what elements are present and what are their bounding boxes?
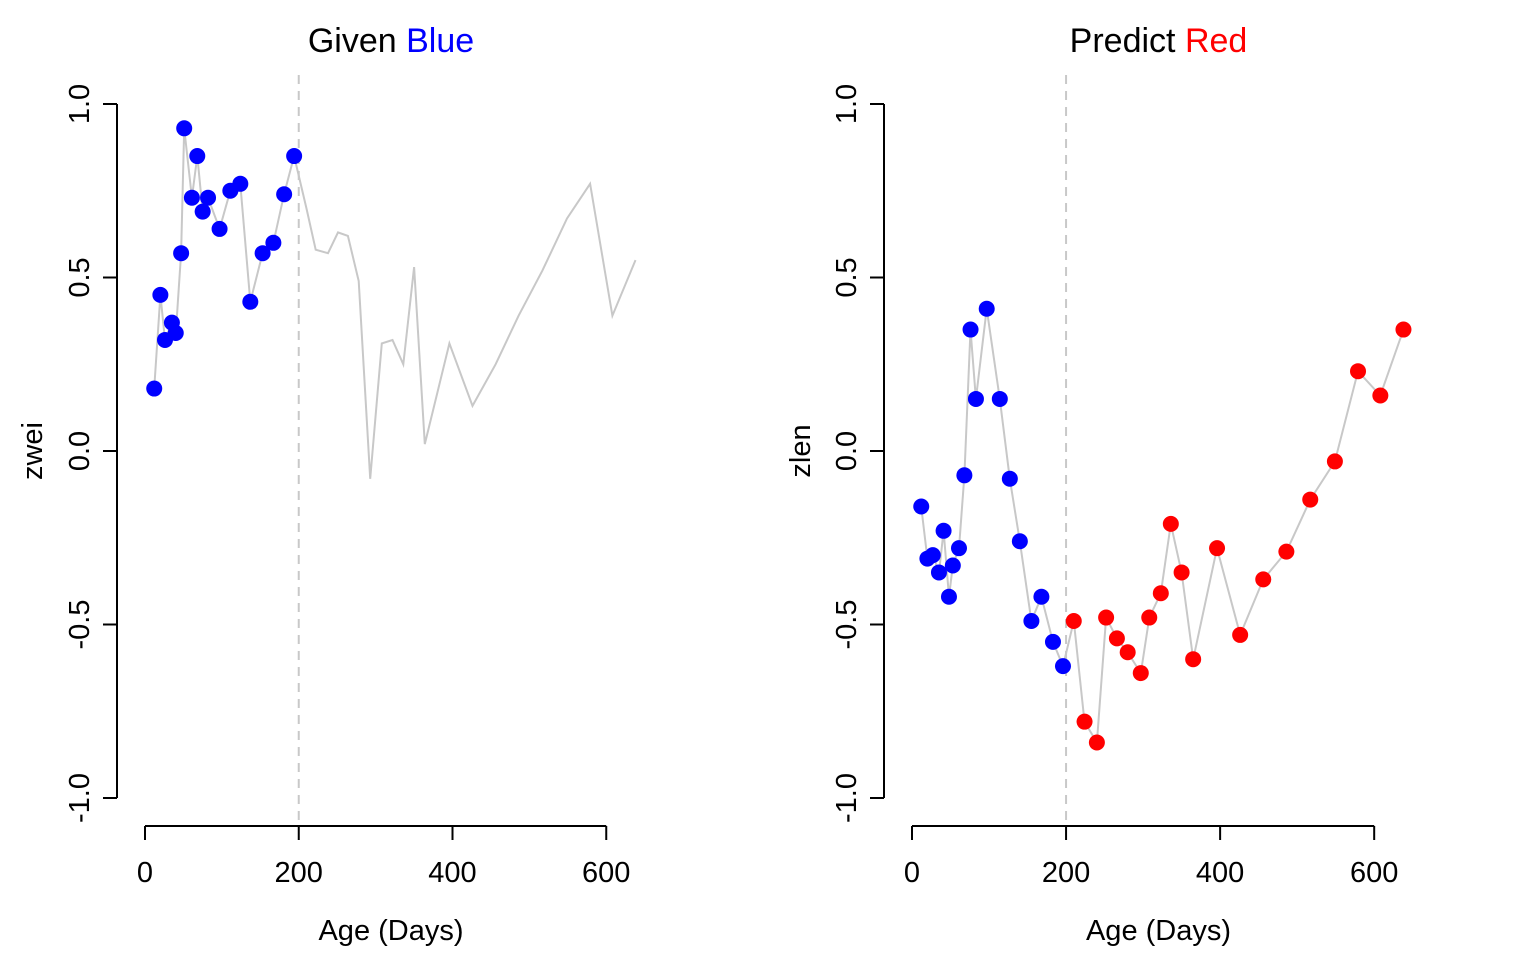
chart-title: Given Blue (308, 22, 474, 60)
predicted-point (1232, 626, 1249, 643)
observed-point (254, 245, 271, 262)
x-tick-label: 600 (1350, 857, 1398, 889)
observed-point (189, 148, 206, 165)
observed-point (1044, 633, 1061, 650)
predicted-point (1132, 665, 1149, 682)
y-tick-label: 0.0 (64, 431, 96, 471)
y-tick-label: 0.5 (64, 257, 96, 297)
observed-point (183, 189, 200, 206)
observed-point (991, 390, 1008, 407)
observed-point (913, 498, 930, 515)
panel-predict-red: Predict Red Age (Days) zlen 0 200 400 600 -1… (785, 22, 1412, 947)
observed-point (956, 467, 973, 484)
observed-point (1033, 588, 1050, 605)
predicted-point (1395, 321, 1412, 338)
predicted-point (1162, 515, 1179, 532)
predicted-point (1350, 363, 1367, 380)
observed-point (211, 220, 228, 237)
predicted-point (1209, 540, 1226, 557)
predicted-point (1141, 609, 1158, 626)
observed-point (200, 189, 217, 206)
title-part-2: Red (1185, 22, 1247, 60)
predicted-point (1372, 387, 1389, 404)
observed-point (1054, 658, 1071, 675)
chart-title: Predict Red (1070, 22, 1248, 60)
observed-point (286, 148, 303, 165)
observed-point (924, 547, 941, 564)
x-axis-label: Age (Days) (318, 915, 463, 947)
x-tick-label: 200 (1042, 857, 1090, 889)
y-tick-label: 0.5 (831, 257, 863, 297)
predicted-point (1098, 609, 1115, 626)
predicted-point (1302, 491, 1319, 508)
x-tick-label: 400 (428, 857, 476, 889)
predicted-point (1326, 453, 1343, 470)
y-tick-label: 0.0 (831, 431, 863, 471)
observed-point (194, 203, 211, 220)
x-tick-label: 200 (275, 857, 323, 889)
observed-point (146, 380, 163, 397)
y-tick-label: -0.5 (831, 600, 863, 650)
predicted-point (1278, 543, 1295, 560)
observed-point (1001, 470, 1018, 487)
series-line (920, 308, 1405, 746)
y-tick-label: 1.0 (64, 84, 96, 124)
observed-point (167, 325, 184, 342)
observed-point (940, 588, 957, 605)
title-part-1: Predict (1070, 22, 1185, 60)
observed-point (276, 186, 293, 203)
y-tick-label: 1.0 (831, 84, 863, 124)
observed-point (1023, 613, 1040, 630)
x-tick-label: 400 (1196, 857, 1244, 889)
y-axis-label: zwei (17, 422, 49, 480)
observed-point (967, 390, 984, 407)
observed-point (944, 557, 961, 574)
observed-point (978, 300, 995, 317)
observed-point (265, 234, 282, 251)
observed-point (935, 522, 952, 539)
predicted-point (1173, 564, 1190, 581)
predicted-point (1076, 713, 1093, 730)
observed-point (176, 120, 193, 137)
predicted-point (1088, 734, 1105, 751)
predicted-point (1185, 651, 1202, 668)
predicted-point (1119, 644, 1136, 661)
observed-point (173, 245, 190, 262)
observed-point (152, 286, 169, 303)
panel-given-blue: Given Blue Age (Days) zwei 0 200 400 600 -1.… (17, 22, 637, 947)
observed-point (242, 293, 259, 310)
predicted-point (1108, 630, 1125, 647)
observed-point (962, 321, 979, 338)
observed-point (232, 175, 249, 192)
y-tick-label: -1.0 (64, 773, 96, 823)
predicted-point (1065, 613, 1082, 630)
x-tick-label: 600 (582, 857, 630, 889)
y-tick-label: -0.5 (64, 600, 96, 650)
predicted-point (1152, 585, 1169, 602)
y-tick-label: -1.0 (831, 773, 863, 823)
title-part-2: Blue (406, 22, 474, 60)
observed-point (950, 540, 967, 557)
predicted-point (1255, 571, 1272, 588)
x-tick-label: 0 (904, 857, 920, 889)
x-tick-label: 0 (137, 857, 153, 889)
series-line (153, 128, 637, 479)
x-axis-label: Age (Days) (1086, 915, 1231, 947)
y-axis-label: zlen (785, 424, 817, 477)
title-part-1: Given (308, 22, 406, 60)
observed-point (1011, 533, 1028, 550)
observed-point (930, 564, 947, 581)
